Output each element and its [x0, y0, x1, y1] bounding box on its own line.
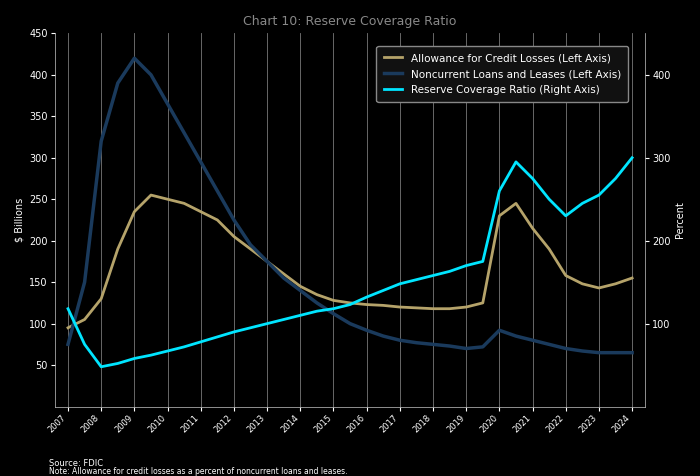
Y-axis label: Percent: Percent: [675, 201, 685, 238]
Text: Source: FDIC: Source: FDIC: [49, 458, 103, 467]
Title: Chart 10: Reserve Coverage Ratio: Chart 10: Reserve Coverage Ratio: [244, 15, 456, 28]
Y-axis label: $ Billions: $ Billions: [15, 198, 25, 242]
Legend: Allowance for Credit Losses (Left Axis), Noncurrent Loans and Leases (Left Axis): Allowance for Credit Losses (Left Axis),…: [377, 46, 629, 102]
Text: Note: Allowance for credit losses as a percent of noncurrent loans and leases.: Note: Allowance for credit losses as a p…: [49, 466, 347, 476]
